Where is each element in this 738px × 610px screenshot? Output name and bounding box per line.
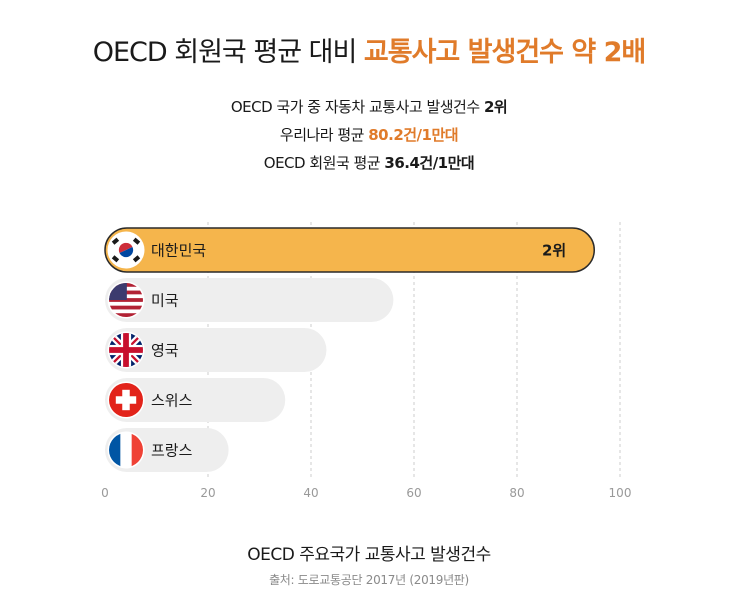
uk-flag-icon [107, 331, 145, 369]
france-flag-icon [107, 431, 145, 469]
subtitle-line-2: 우리나라 평균 80.2건/1만대 [0, 124, 738, 146]
subtitle-line-2-text: 우리나라 평균 [279, 126, 369, 144]
korea-flag-icon [107, 231, 145, 269]
category-label: 프랑스 [151, 442, 193, 460]
chart-source: 출처: 도로교통공단 2017년 (2019년판) [269, 573, 469, 587]
bar-row: 영국 [105, 328, 327, 372]
subtitle-line-3: OECD 회원국 평균 36.4건/1만대 [0, 152, 738, 174]
bar [105, 328, 327, 372]
headline-text: OECD 회원국 평균 대비 [92, 37, 364, 68]
usa-flag-icon [107, 281, 145, 319]
x-tick-label: 80 [509, 486, 524, 500]
bar-row: 대한민국 2위 [104, 227, 595, 273]
subtitle-line-1-text: OECD 국가 중 자동차 교통사고 발생건수 [230, 98, 484, 116]
subtitle-rank: 2위 [483, 98, 508, 116]
bar [105, 278, 394, 322]
category-label: 영국 [151, 342, 179, 360]
x-tick-label: 0 [101, 486, 109, 500]
subtitle-line-1: OECD 국가 중 자동차 교통사고 발생건수 2위 [0, 96, 738, 118]
headline-highlight: 교통사고 발생건수 약 2배 [363, 37, 646, 68]
page-headline: OECD 회원국 평균 대비 교통사고 발생건수 약 2배 [0, 33, 738, 73]
category-label: 대한민국 [151, 242, 206, 260]
bar-row: 스위스 [105, 378, 286, 422]
subtitle-line-3-text: OECD 회원국 평균 [263, 154, 385, 172]
x-tick-label: 60 [406, 486, 421, 500]
x-tick-label: 20 [200, 486, 215, 500]
bar-row: 프랑스 [105, 428, 229, 472]
oecd-average-value: 36.4건/1만대 [384, 154, 475, 172]
bar [104, 227, 595, 273]
x-tick-label: 100 [609, 486, 632, 500]
bar-row: 미국 [105, 278, 394, 322]
switzerland-flag-icon [107, 381, 145, 419]
category-label: 미국 [151, 292, 179, 310]
category-label: 스위스 [151, 392, 193, 410]
x-tick-label: 40 [303, 486, 318, 500]
korea-average-value: 80.2건/1만대 [368, 126, 459, 144]
chart-title: OECD 주요국가 교통사고 발생건수 [247, 545, 491, 565]
bar [105, 378, 286, 422]
data-label: 2위 [542, 242, 566, 260]
